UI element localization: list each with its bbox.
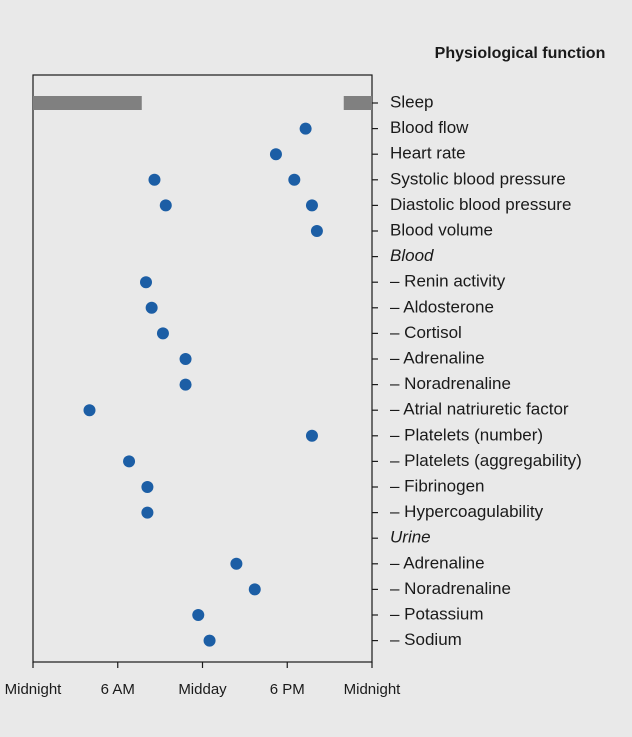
x-tick-label: 6 AM xyxy=(101,681,135,698)
sleep-bar xyxy=(343,96,372,110)
dot xyxy=(123,455,136,468)
row-label: – Potassium xyxy=(390,604,484,623)
dot xyxy=(269,148,282,161)
dot xyxy=(248,583,261,596)
x-tick-label: Midnight xyxy=(344,681,402,698)
x-tick-label: Midnight xyxy=(5,681,63,698)
dot xyxy=(305,199,318,212)
row-label: – Noradrenaline xyxy=(390,579,511,598)
dot xyxy=(203,634,216,647)
dot xyxy=(179,378,192,391)
row-label: – Noradrenaline xyxy=(390,374,511,393)
row-label: Systolic blood pressure xyxy=(390,169,566,188)
row-label: – Aldosterone xyxy=(390,297,494,316)
dot xyxy=(83,404,96,417)
row-label: – Renin activity xyxy=(390,272,506,291)
row-label: – Atrial natriuretic factor xyxy=(390,400,569,419)
chart-title: Physiological function xyxy=(435,45,606,62)
x-tick-label: Midday xyxy=(178,681,227,698)
dot xyxy=(145,301,158,314)
row-label: – Sodium xyxy=(390,630,462,649)
row-label: Urine xyxy=(390,528,431,547)
dot xyxy=(310,225,323,237)
dot xyxy=(230,557,243,570)
dot xyxy=(288,173,301,186)
row-label: – Platelets (number) xyxy=(390,425,543,444)
dot xyxy=(141,481,154,493)
row-label: – Cortisol xyxy=(390,323,462,342)
dot xyxy=(140,276,152,289)
row-label: – Adrenaline xyxy=(390,553,485,572)
row-label: Blood xyxy=(390,246,434,265)
x-tick-label: 6 PM xyxy=(270,681,305,698)
row-label: Diastolic blood pressure xyxy=(390,195,571,214)
row-label: Blood volume xyxy=(390,220,493,239)
row-label: Blood flow xyxy=(390,118,469,137)
dot xyxy=(192,609,205,621)
row-label: Sleep xyxy=(390,92,433,111)
dot xyxy=(156,327,169,340)
dot xyxy=(305,429,318,442)
sleep-bar xyxy=(33,96,142,110)
row-label: – Fibrinogen xyxy=(390,476,485,495)
row-label: – Hypercoagulability xyxy=(390,502,544,521)
dot xyxy=(141,506,154,519)
dot xyxy=(148,173,161,186)
row-label: – Adrenaline xyxy=(390,348,485,367)
row-label: Heart rate xyxy=(390,144,466,163)
row-label: – Platelets (aggregability) xyxy=(390,451,582,470)
dot xyxy=(179,353,192,365)
dot xyxy=(299,122,312,135)
dot xyxy=(159,199,172,212)
